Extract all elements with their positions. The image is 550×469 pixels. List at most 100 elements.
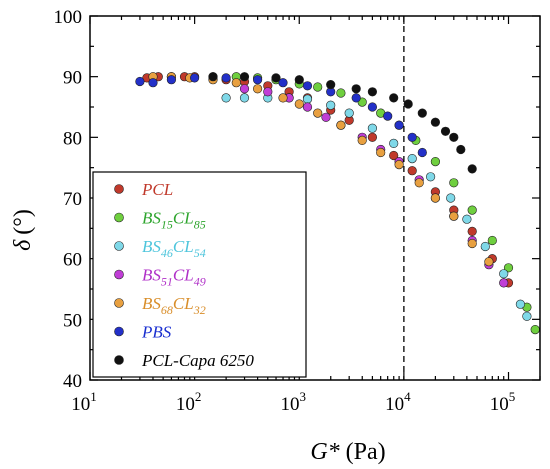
y-axis-title-unit: (°) [10, 209, 36, 235]
y-tick-label-3: 70 [63, 189, 82, 210]
legend-label-2: BS46CL54 [142, 237, 206, 260]
data-point-6-3 [294, 75, 304, 85]
data-point-5-2 [166, 75, 176, 85]
data-point-1-14 [487, 235, 497, 246]
axis-ticks: 101 102 103 104 105 40 50 60 70 80 90 100 [54, 7, 541, 415]
data-point-5-14 [417, 147, 427, 158]
data-point-3-3 [302, 102, 313, 112]
data-point-2-1 [239, 93, 250, 103]
data-point-4-13 [414, 178, 424, 188]
legend-marker-2 [114, 241, 124, 251]
x-tick-label-3: 104 [385, 389, 411, 415]
data-points [135, 72, 540, 335]
data-point-6-11 [440, 126, 451, 136]
data-point-5-4 [221, 73, 231, 83]
y-axis-title-symbol: δ [10, 239, 36, 251]
data-point-2-7 [367, 123, 378, 133]
data-point-4-9 [336, 120, 346, 130]
data-point-4-4 [231, 78, 241, 88]
x-axis-title-symbol: G* [310, 439, 339, 465]
legend-label-3: BS51CL49 [142, 266, 206, 289]
y-tick-label-0: 40 [63, 371, 82, 392]
data-point-6-4 [326, 79, 336, 90]
data-point-4-6 [278, 93, 288, 103]
data-point-5-5 [253, 75, 263, 85]
data-point-5-10 [367, 102, 378, 112]
data-point-1-5 [313, 82, 323, 92]
data-point-6-8 [403, 99, 413, 109]
legend: PCL BS15CL85 BS46CL54 BS51CL49 BS68CL32 PBS PC… [92, 171, 307, 378]
data-point-2-15 [515, 299, 526, 309]
legend-box [92, 171, 307, 378]
data-point-1-13 [467, 205, 477, 215]
data-point-6-10 [430, 117, 441, 127]
legend-label-0: PCL [141, 180, 173, 199]
data-point-0-15 [407, 166, 417, 176]
data-point-6-9 [417, 108, 427, 118]
data-point-2-12 [462, 214, 472, 224]
data-point-1-6 [336, 88, 346, 98]
data-point-1-17 [530, 325, 540, 335]
y-tick-label-5: 90 [63, 68, 82, 89]
data-point-4-12 [394, 160, 404, 170]
x-tick-label-2: 103 [281, 389, 307, 415]
legend-marker-4 [114, 298, 124, 308]
data-point-6-14 [467, 164, 477, 174]
data-point-5-7 [302, 81, 313, 91]
data-point-0-13 [367, 132, 378, 142]
data-point-1-12 [449, 178, 459, 188]
data-point-1-11 [430, 157, 441, 167]
data-point-5-6 [278, 78, 288, 88]
legend-marker-1 [114, 212, 124, 223]
data-point-4-10 [357, 135, 367, 145]
data-point-2-14 [499, 269, 509, 279]
data-point-4-16 [467, 238, 477, 249]
data-point-6-12 [449, 132, 459, 142]
data-point-3-1 [263, 87, 273, 97]
data-point-1-15 [503, 263, 514, 273]
y-tick-label-2: 60 [63, 250, 82, 271]
data-point-4-14 [430, 193, 441, 203]
y-axis-title: δ (°) [10, 209, 36, 251]
legend-label-6: PCL-Capa 6250 [141, 351, 254, 370]
data-point-6-6 [367, 87, 378, 97]
y-tick-label-4: 80 [63, 128, 82, 149]
data-point-5-3 [190, 73, 200, 83]
x-tick-label-4: 105 [490, 389, 516, 415]
data-point-6-5 [351, 84, 361, 94]
x-tick-label-1: 102 [176, 389, 202, 415]
data-point-5-9 [351, 93, 361, 103]
x-tick-label-0: 101 [71, 389, 97, 415]
data-point-5-1 [148, 78, 158, 88]
data-point-5-11 [383, 111, 393, 121]
data-point-6-1 [239, 72, 250, 82]
data-point-2-8 [389, 138, 399, 148]
data-point-2-10 [426, 172, 436, 182]
legend-label-4: BS68CL32 [142, 294, 206, 317]
data-point-2-13 [480, 241, 490, 252]
data-point-4-17 [484, 257, 494, 267]
legend-label-1: BS15CL85 [142, 209, 206, 232]
x-axis-title: G* (Pa) [310, 439, 385, 465]
data-point-6-0 [208, 72, 218, 82]
data-point-6-13 [456, 144, 466, 155]
data-point-4-7 [294, 99, 304, 109]
data-point-2-0 [221, 93, 231, 103]
data-point-4-11 [376, 147, 386, 158]
data-point-0-18 [467, 226, 477, 236]
data-point-2-5 [326, 100, 336, 110]
data-point-4-15 [449, 211, 459, 221]
data-point-5-13 [407, 132, 417, 142]
data-point-0-14 [389, 150, 399, 161]
legend-marker-3 [114, 269, 124, 280]
data-point-5-12 [394, 120, 404, 130]
data-point-6-7 [389, 93, 399, 103]
y-tick-label-6: 100 [54, 7, 83, 28]
data-point-2-9 [407, 154, 417, 164]
data-point-3-4 [321, 112, 331, 122]
data-point-3-0 [239, 84, 250, 94]
data-point-6-2 [271, 73, 281, 83]
data-point-5-0 [135, 76, 145, 87]
y-tick-label-1: 50 [63, 310, 82, 331]
